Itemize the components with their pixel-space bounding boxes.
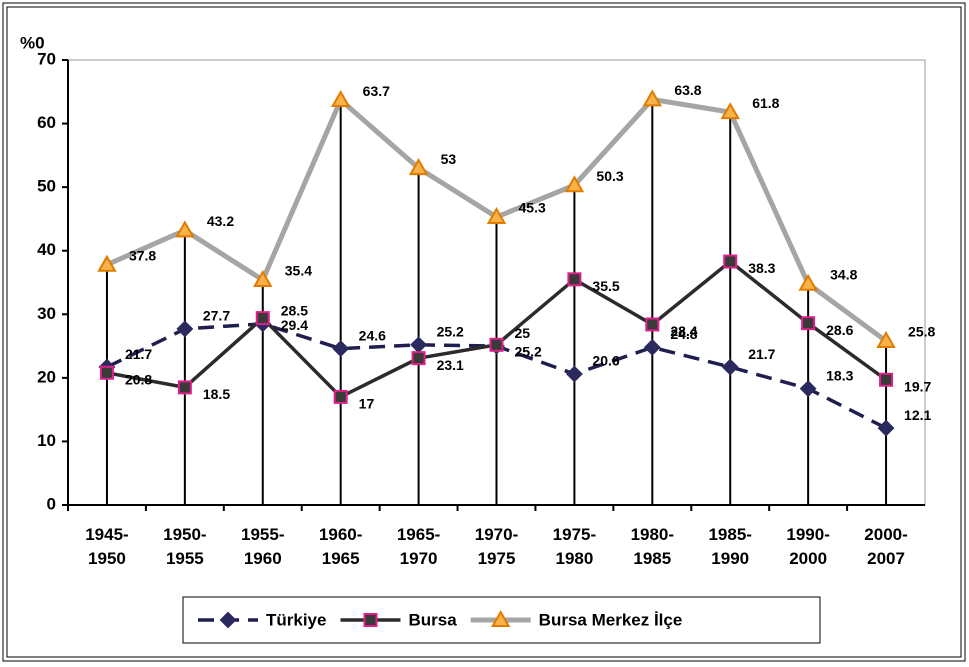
data-label: 34.8: [830, 266, 857, 282]
data-label: 25.8: [908, 324, 935, 340]
marker: [410, 336, 428, 354]
y-tick-label: 30: [37, 304, 56, 323]
marker: [253, 269, 273, 287]
marker: [333, 389, 348, 404]
marker: [645, 317, 660, 332]
legend-label: Bursa Merkez İlçe: [539, 610, 683, 629]
marker: [876, 330, 896, 348]
legend-label: Türkiye: [266, 610, 326, 629]
data-label: 28.6: [826, 322, 853, 338]
marker: [798, 273, 818, 291]
data-label: 37.8: [129, 247, 156, 263]
marker: [720, 102, 740, 120]
data-label: 43.2: [207, 213, 234, 229]
legend-marker: [363, 613, 378, 627]
data-label: 38.3: [748, 260, 775, 276]
marker: [877, 419, 895, 437]
marker: [642, 89, 663, 107]
x-tick-label: 1990- 2000: [786, 525, 830, 568]
marker: [643, 338, 661, 356]
data-label: 53: [441, 151, 457, 167]
data-label: 17: [359, 396, 375, 412]
marker: [564, 175, 585, 193]
y-tick-label: 50: [37, 177, 56, 196]
data-label: 23.1: [437, 357, 464, 373]
data-label: 25.2: [437, 324, 464, 340]
data-label: 50.3: [596, 168, 623, 184]
marker: [721, 358, 739, 376]
x-tick-label: 2000- 2007: [864, 525, 908, 568]
x-tick-label: 1955- 1960: [241, 525, 285, 568]
data-label: 63.8: [674, 82, 701, 98]
marker: [801, 316, 816, 331]
marker: [486, 207, 507, 225]
y-tick-label: 40: [37, 240, 56, 259]
data-label: 20.8: [125, 371, 152, 387]
y-tick-label: 20: [37, 367, 56, 386]
x-tick-label: 1985- 1990: [708, 525, 752, 568]
marker: [177, 380, 192, 395]
y-axis-label: %0: [20, 33, 45, 52]
x-tick-label: 1975- 1980: [552, 525, 597, 568]
marker: [330, 90, 351, 108]
data-label: 18.5: [203, 386, 230, 402]
data-label: 63.7: [363, 83, 390, 99]
legend-marker: [490, 609, 511, 627]
x-tick-label: 1970- 1975: [474, 525, 519, 568]
legend-marker: [219, 611, 237, 629]
marker: [332, 340, 350, 358]
y-tick-label: 70: [37, 49, 56, 68]
data-label: 28.4: [670, 323, 697, 339]
marker: [567, 272, 582, 287]
data-label: 12.1: [904, 407, 931, 423]
data-label: 21.7: [748, 346, 775, 362]
marker: [879, 372, 894, 387]
marker: [723, 254, 738, 269]
data-label: 61.8: [752, 95, 779, 111]
marker: [99, 365, 114, 380]
x-tick-label: 1980- 1985: [630, 525, 675, 568]
marker: [565, 365, 583, 383]
x-tick-label: 1945- 1950: [85, 525, 129, 568]
data-label: 27.7: [203, 308, 230, 324]
data-label: 24.6: [359, 327, 386, 343]
data-label: 35.4: [285, 263, 312, 279]
y-tick-label: 0: [47, 494, 56, 513]
x-tick-label: 1960- 1965: [318, 525, 363, 568]
data-label: 24.8: [670, 326, 697, 342]
data-label: 28.5: [281, 303, 308, 319]
data-label: 45.3: [519, 200, 546, 216]
data-label: 35.5: [592, 278, 619, 294]
y-tick-label: 60: [37, 113, 56, 132]
data-label: 25.2: [515, 344, 542, 360]
marker: [176, 320, 194, 338]
marker: [799, 380, 817, 398]
marker: [411, 351, 426, 366]
x-tick-label: 1950- 1955: [163, 525, 207, 568]
marker: [408, 158, 429, 176]
x-tick-label: 1965- 1970: [396, 525, 441, 568]
marker: [255, 311, 270, 326]
marker: [489, 337, 504, 352]
legend-label: Bursa: [408, 610, 457, 629]
data-label: 18.3: [826, 367, 853, 383]
frame-inner: [6, 6, 962, 658]
data-label: 21.7: [125, 346, 152, 362]
y-tick-label: 10: [37, 431, 56, 450]
marker: [97, 254, 117, 272]
data-label: 25: [515, 325, 531, 341]
data-label: 20.6: [592, 353, 619, 369]
data-label: 19.7: [904, 378, 931, 394]
marker: [175, 220, 195, 238]
data-label: 29.4: [281, 317, 308, 333]
